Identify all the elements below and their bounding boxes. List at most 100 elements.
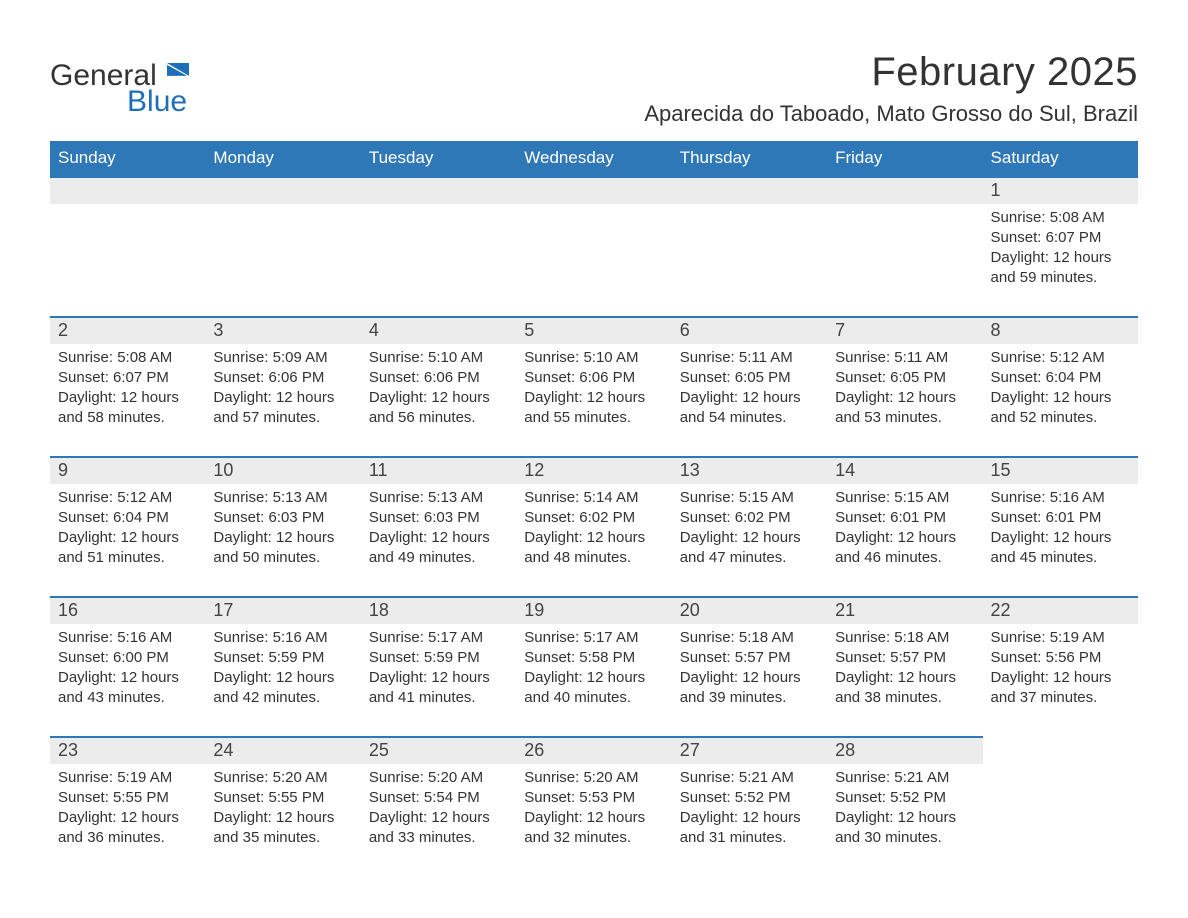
sunrise-line: Sunrise: 5:13 AM — [369, 488, 508, 508]
cell-body: Sunrise: 5:12 AMSunset: 6:04 PMDaylight:… — [58, 488, 197, 568]
day-number: 2 — [50, 316, 205, 344]
sunset-line: Sunset: 6:06 PM — [213, 368, 352, 388]
calendar-cell: 9Sunrise: 5:12 AMSunset: 6:04 PMDaylight… — [50, 456, 205, 596]
calendar-cell: 15 Sunrise: 5:16 AMSunset: 6:01 PMDayligh… — [983, 456, 1138, 596]
sunset-line: Sunset: 6:00 PM — [58, 648, 197, 668]
daylight-line: Daylight: 12 hours and 50 minutes. — [213, 528, 352, 568]
cell-body: Sunrise: 5:20 AMSunset: 5:55 PMDaylight:… — [213, 768, 352, 848]
location-subtitle: Aparecida do Taboado, Mato Grosso do Sul… — [644, 101, 1138, 127]
daylight-line: Daylight: 12 hours and 41 minutes. — [369, 668, 508, 708]
daylight-line: Daylight: 12 hours and 43 minutes. — [58, 668, 197, 708]
weekday-header: Tuesday — [361, 141, 516, 176]
sunrise-line: Sunrise: 5:20 AM — [369, 768, 508, 788]
calendar-cell: 13Sunrise: 5:15 AMSunset: 6:02 PMDayligh… — [672, 456, 827, 596]
calendar-cell: 12Sunrise: 5:14 AMSunset: 6:02 PMDayligh… — [516, 456, 671, 596]
sunrise-line: Sunrise: 5:17 AM — [524, 628, 663, 648]
calendar-cell: 24Sunrise: 5:20 AMSunset: 5:55 PMDayligh… — [205, 736, 360, 876]
day-number: 23 — [50, 736, 205, 764]
sunset-line: Sunset: 5:54 PM — [369, 788, 508, 808]
daylight-line: Daylight: 12 hours and 47 minutes. — [680, 528, 819, 568]
sunset-line: Sunset: 6:05 PM — [680, 368, 819, 388]
sunset-line: Sunset: 5:57 PM — [680, 648, 819, 668]
calendar-cell: 28 Sunrise: 5:21 AMSunset: 5:52 PMDayligh… — [827, 736, 982, 876]
sunset-line: Sunset: 6:02 PM — [524, 508, 663, 528]
sunset-line: Sunset: 5:52 PM — [835, 788, 974, 808]
sunrise-line: Sunrise: 5:20 AM — [524, 768, 663, 788]
sunset-line: Sunset: 6:01 PM — [835, 508, 974, 528]
cell-body: Sunrise: 5:18 AMSunset: 5:57 PMDaylight:… — [835, 628, 974, 708]
sunset-line: Sunset: 5:53 PM — [524, 788, 663, 808]
calendar-cell: 8 Sunrise: 5:12 AMSunset: 6:04 PMDaylight… — [983, 316, 1138, 456]
calendar-cell — [672, 176, 827, 316]
sunset-line: Sunset: 5:57 PM — [835, 648, 974, 668]
sunrise-line: Sunrise: 5:21 AM — [835, 768, 974, 788]
cell-body: Sunrise: 5:18 AMSunset: 5:57 PMDaylight:… — [680, 628, 819, 708]
day-number: 14 — [827, 456, 982, 484]
sunrise-line: Sunrise: 5:19 AM — [58, 768, 197, 788]
cell-body: Sunrise: 5:11 AMSunset: 6:05 PMDaylight:… — [835, 348, 974, 428]
sunset-line: Sunset: 5:56 PM — [991, 648, 1130, 668]
calendar-cell: 16Sunrise: 5:16 AMSunset: 6:00 PMDayligh… — [50, 596, 205, 736]
day-number: 13 — [672, 456, 827, 484]
calendar-cell: 2 Sunrise: 5:08 AMSunset: 6:07 PMDaylight… — [50, 316, 205, 456]
weekday-header: Sunday — [50, 141, 205, 176]
daylight-line: Daylight: 12 hours and 45 minutes. — [991, 528, 1130, 568]
sunrise-line: Sunrise: 5:10 AM — [369, 348, 508, 368]
sunrise-line: Sunrise: 5:18 AM — [835, 628, 974, 648]
cell-body: Sunrise: 5:17 AMSunset: 5:59 PMDaylight:… — [369, 628, 508, 708]
sunset-line: Sunset: 5:58 PM — [524, 648, 663, 668]
calendar-week-row: 16Sunrise: 5:16 AMSunset: 6:00 PMDayligh… — [50, 596, 1138, 736]
sunset-line: Sunset: 6:07 PM — [58, 368, 197, 388]
sunset-line: Sunset: 6:05 PM — [835, 368, 974, 388]
cell-body: Sunrise: 5:16 AMSunset: 5:59 PMDaylight:… — [213, 628, 352, 708]
weekday-row: SundayMondayTuesdayWednesdayThursdayFrid… — [50, 141, 1138, 176]
cell-body: Sunrise: 5:13 AMSunset: 6:03 PMDaylight:… — [213, 488, 352, 568]
day-number: 5 — [516, 316, 671, 344]
calendar-cell — [361, 176, 516, 316]
daylight-line: Daylight: 12 hours and 57 minutes. — [213, 388, 352, 428]
cell-body: Sunrise: 5:09 AMSunset: 6:06 PMDaylight:… — [213, 348, 352, 428]
calendar-cell: 23Sunrise: 5:19 AMSunset: 5:55 PMDayligh… — [50, 736, 205, 876]
day-number: 22 — [983, 596, 1138, 624]
sunrise-line: Sunrise: 5:13 AM — [213, 488, 352, 508]
calendar-cell: 25Sunrise: 5:20 AMSunset: 5:54 PMDayligh… — [361, 736, 516, 876]
cell-body: Sunrise: 5:16 AMSunset: 6:01 PMDaylight:… — [991, 488, 1130, 568]
daylight-line: Daylight: 12 hours and 58 minutes. — [58, 388, 197, 428]
calendar-body: 1Sunrise: 5:08 AMSunset: 6:07 PMDaylight… — [50, 176, 1138, 876]
sunrise-line: Sunrise: 5:21 AM — [680, 768, 819, 788]
day-number: 8 — [983, 316, 1138, 344]
day-number: 11 — [361, 456, 516, 484]
sunrise-line: Sunrise: 5:17 AM — [369, 628, 508, 648]
day-number: 10 — [205, 456, 360, 484]
sunrise-line: Sunrise: 5:20 AM — [213, 768, 352, 788]
cell-body: Sunrise: 5:12 AMSunset: 6:04 PMDaylight:… — [991, 348, 1130, 428]
day-number — [516, 176, 671, 204]
sunrise-line: Sunrise: 5:08 AM — [58, 348, 197, 368]
day-number: 7 — [827, 316, 982, 344]
calendar-cell: 26Sunrise: 5:20 AMSunset: 5:53 PMDayligh… — [516, 736, 671, 876]
calendar-cell: 19Sunrise: 5:17 AMSunset: 5:58 PMDayligh… — [516, 596, 671, 736]
cell-body: Sunrise: 5:08 AMSunset: 6:07 PMDaylight:… — [991, 208, 1130, 288]
cell-body: Sunrise: 5:08 AMSunset: 6:07 PMDaylight:… — [58, 348, 197, 428]
calendar-cell — [983, 736, 1138, 876]
day-number: 28 — [827, 736, 982, 764]
daylight-line: Daylight: 12 hours and 40 minutes. — [524, 668, 663, 708]
sunrise-line: Sunrise: 5:16 AM — [213, 628, 352, 648]
daylight-line: Daylight: 12 hours and 35 minutes. — [213, 808, 352, 848]
sunrise-line: Sunrise: 5:14 AM — [524, 488, 663, 508]
sunset-line: Sunset: 5:59 PM — [213, 648, 352, 668]
cell-body: Sunrise: 5:14 AMSunset: 6:02 PMDaylight:… — [524, 488, 663, 568]
daylight-line: Daylight: 12 hours and 33 minutes. — [369, 808, 508, 848]
brand-logo: General Blue — [50, 56, 189, 117]
cell-body: Sunrise: 5:21 AMSunset: 5:52 PMDaylight:… — [835, 768, 974, 848]
calendar-cell — [827, 176, 982, 316]
day-number: 15 — [983, 456, 1138, 484]
sunrise-line: Sunrise: 5:16 AM — [991, 488, 1130, 508]
day-number — [361, 176, 516, 204]
title-block: February 2025 Aparecida do Taboado, Mato… — [644, 50, 1138, 127]
calendar-cell: 21Sunrise: 5:18 AMSunset: 5:57 PMDayligh… — [827, 596, 982, 736]
calendar-cell: 6Sunrise: 5:11 AMSunset: 6:05 PMDaylight… — [672, 316, 827, 456]
daylight-line: Daylight: 12 hours and 48 minutes. — [524, 528, 663, 568]
calendar-cell: 20Sunrise: 5:18 AMSunset: 5:57 PMDayligh… — [672, 596, 827, 736]
weekday-header: Thursday — [672, 141, 827, 176]
